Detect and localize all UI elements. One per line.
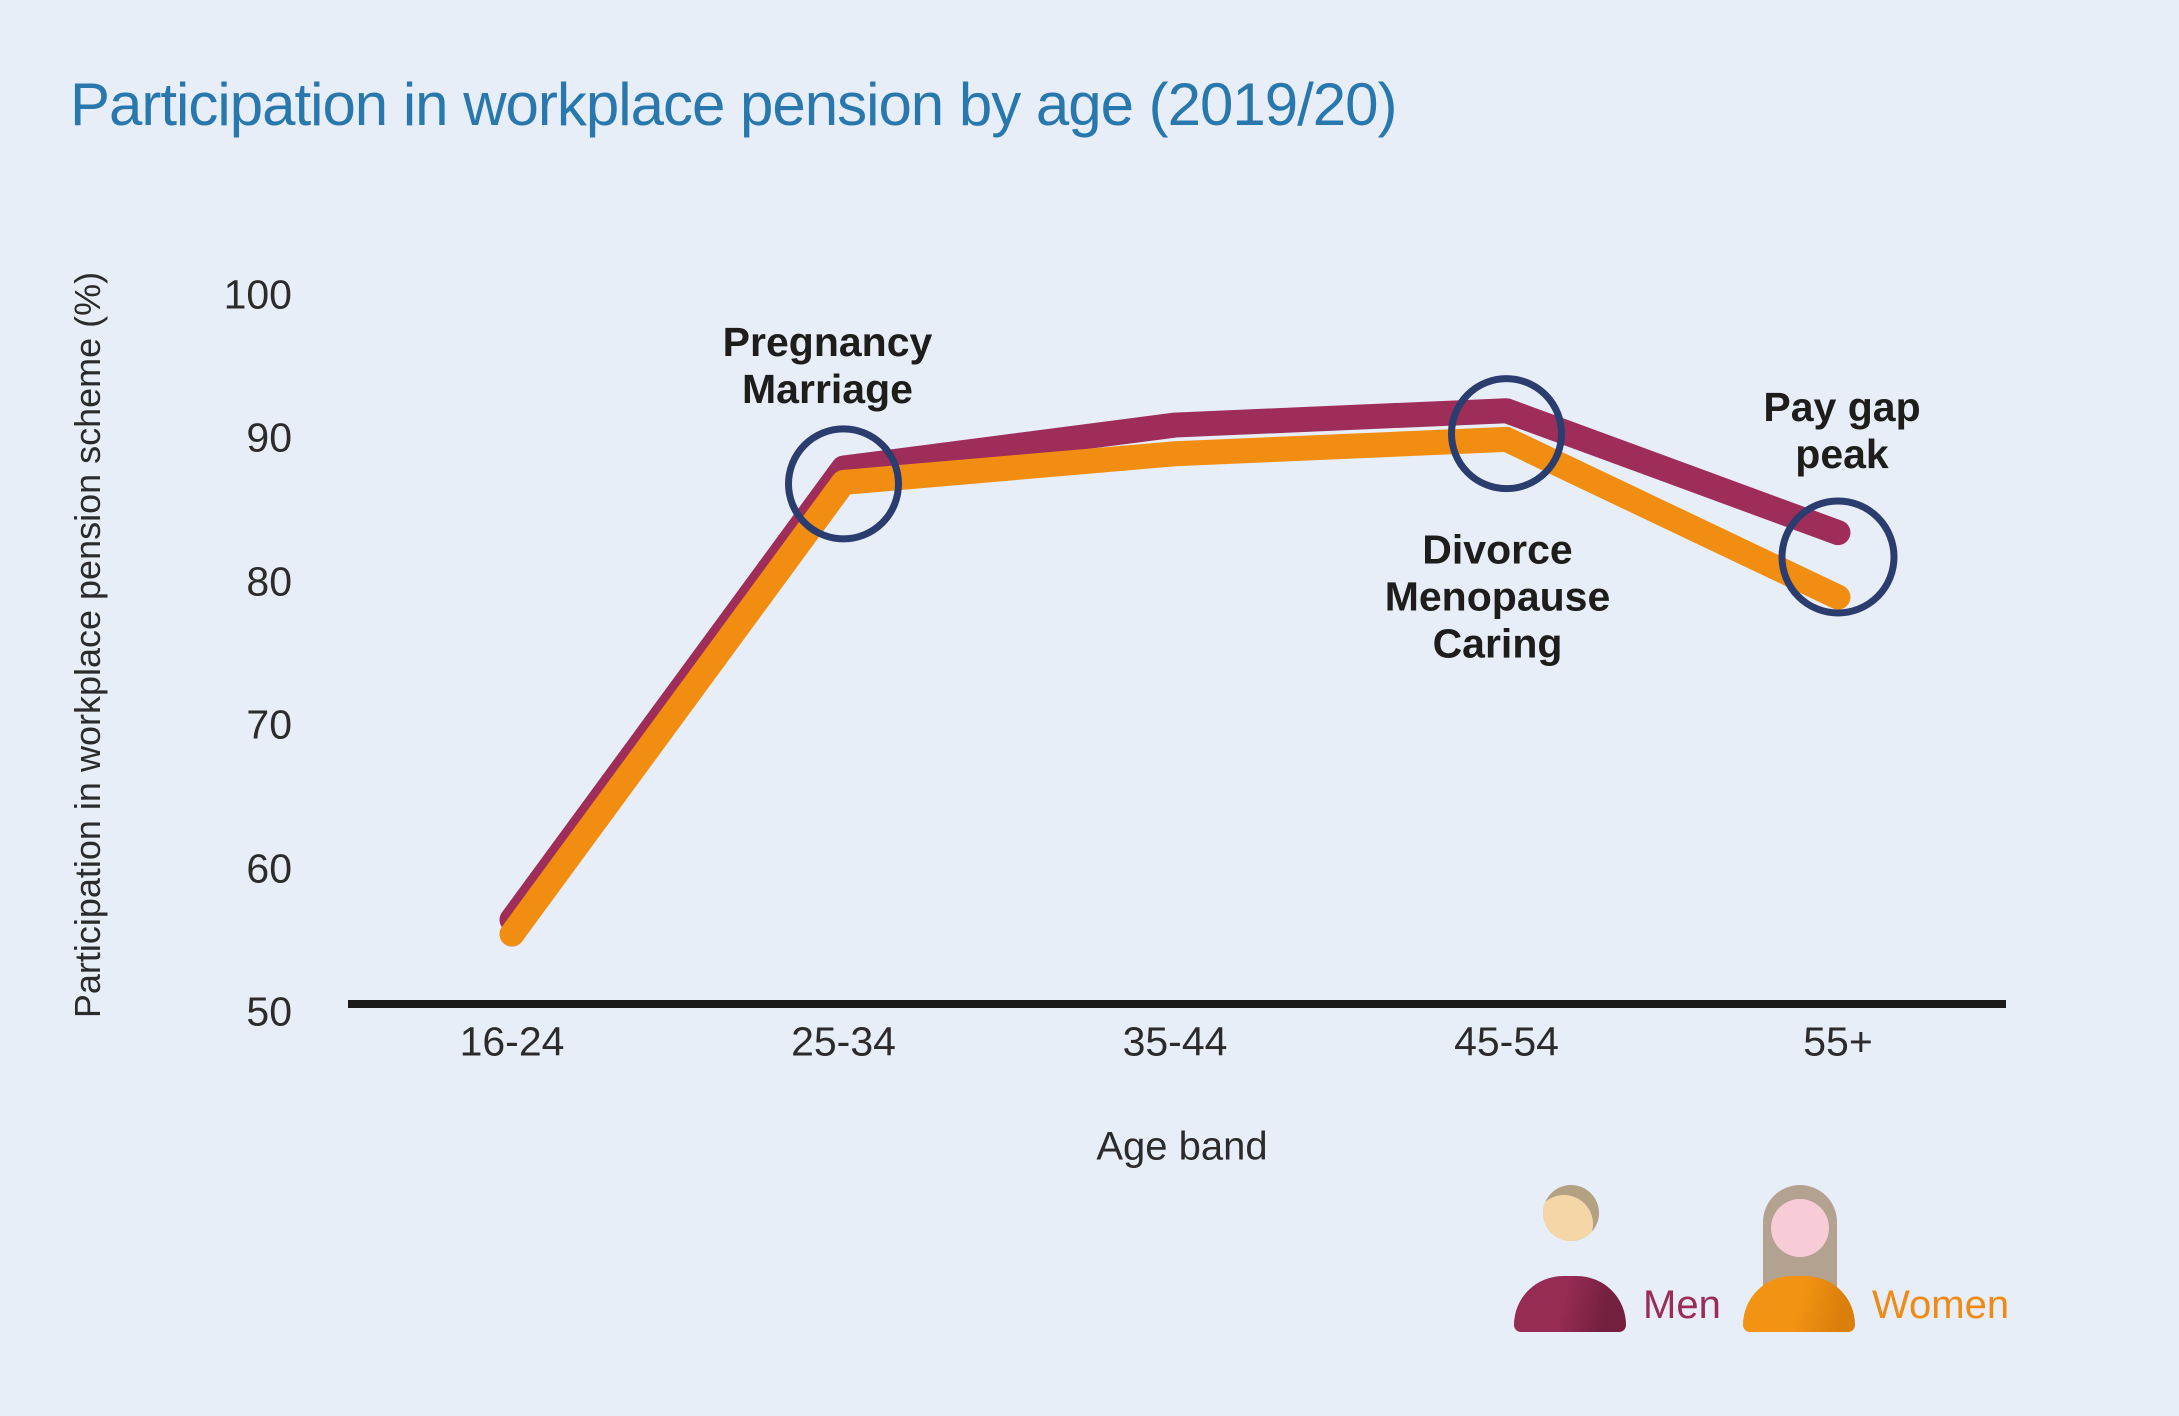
x-tick-label: 45-54 xyxy=(1454,1018,1559,1065)
annotation-line: Menopause xyxy=(1384,573,1611,620)
legend-label-women: Women xyxy=(1872,1283,2010,1327)
man-icon-head xyxy=(1543,1185,1599,1241)
annotation-line: Pregnancy xyxy=(722,318,933,365)
chart-title: Participation in workplace pension by ag… xyxy=(70,71,1398,138)
highlight-circle xyxy=(1778,497,1898,617)
annotation-text: Pregnancy Marriage xyxy=(723,319,933,413)
x-tick-label: 35-44 xyxy=(1122,1018,1228,1065)
annotation-line: peak xyxy=(1795,430,1889,477)
series-line-women xyxy=(499,426,1851,947)
x-tick-label: 25-34 xyxy=(791,1018,896,1065)
x-tick-label: 16-24 xyxy=(459,1018,565,1065)
y-tick-label: 100 xyxy=(223,271,292,318)
highlight-circle xyxy=(1448,375,1565,493)
y-tick-label: 50 xyxy=(246,988,292,1035)
annotation-text: Divorce Menopause Caring xyxy=(1385,526,1611,667)
y-tick-label: 90 xyxy=(246,414,292,461)
y-tick-label: 70 xyxy=(246,701,292,748)
annotation-text: Pay gap peak xyxy=(1763,384,1920,478)
annotation-line: Marriage xyxy=(742,365,913,412)
legend-label-men: Men xyxy=(1643,1283,1721,1327)
y-tick-label: 60 xyxy=(246,845,292,892)
annotation-line: Pay gap xyxy=(1763,383,1921,430)
man-icon-face xyxy=(1543,1195,1593,1241)
x-tick-label: 55+ xyxy=(1803,1018,1873,1065)
x-axis-title: Age band xyxy=(1096,1124,1268,1169)
y-tick-label: 80 xyxy=(246,558,292,605)
annotation-line: Divorce xyxy=(1422,526,1573,573)
annotation-line: Caring xyxy=(1432,620,1563,667)
woman-icon-face xyxy=(1771,1199,1829,1257)
x-axis-line xyxy=(348,1000,2006,1008)
highlight-circle xyxy=(785,425,902,543)
